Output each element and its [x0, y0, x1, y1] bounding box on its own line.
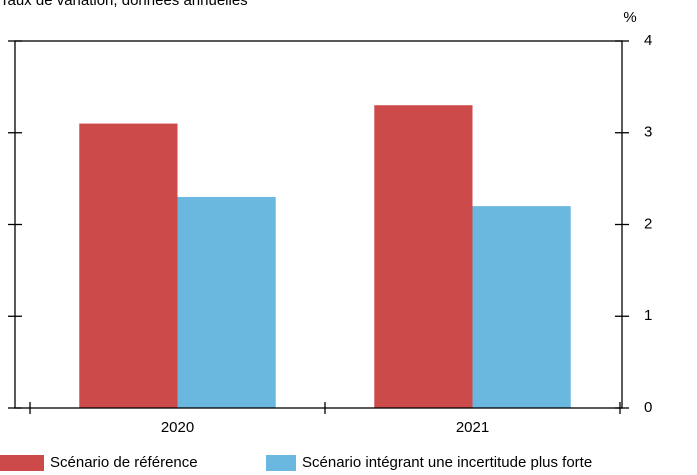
bar: [177, 196, 276, 408]
x-tick-label: 2021: [456, 419, 489, 436]
chart-subtitle: Taux de variation, données annuelles: [0, 0, 248, 9]
y-unit: %: [623, 9, 636, 26]
x-tick-label: 2020: [161, 419, 194, 436]
bar: [79, 123, 178, 408]
legend-swatch: [0, 455, 44, 471]
legend-label: Scénario intégrant une incertitude plus …: [302, 454, 592, 471]
y-tick-label: 2: [644, 215, 652, 232]
bar: [472, 206, 571, 408]
bar: [374, 105, 473, 408]
y-tick-label: 3: [644, 124, 652, 141]
y-tick-label: 0: [644, 399, 652, 416]
y-tick-label: 4: [644, 32, 652, 49]
legend-swatch: [266, 455, 296, 471]
legend-label: Scénario de référence: [50, 454, 198, 471]
y-tick-label: 1: [644, 307, 652, 324]
